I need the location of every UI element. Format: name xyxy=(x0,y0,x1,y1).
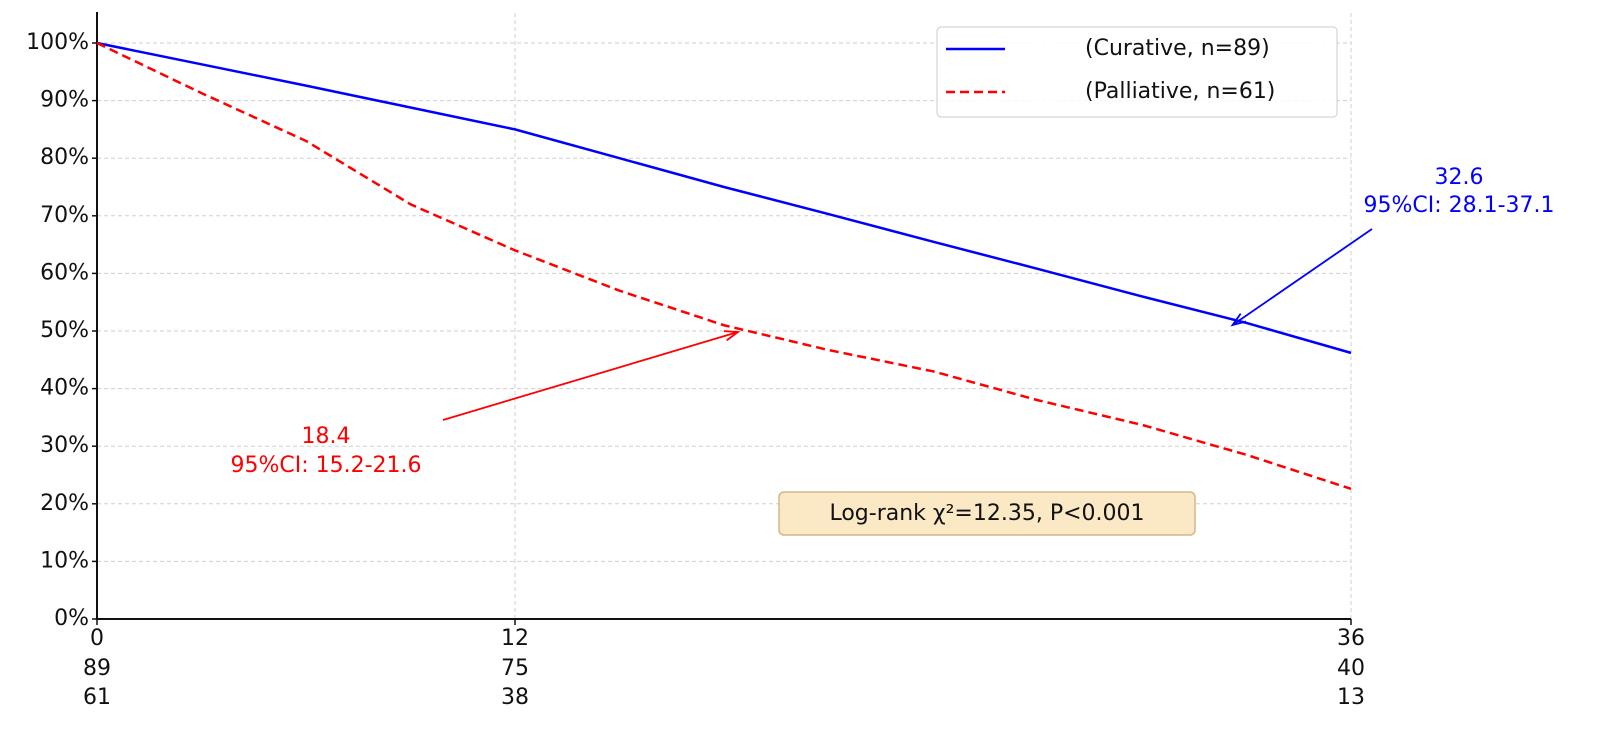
survival-line xyxy=(96,41,1352,355)
median-label: 32.6 xyxy=(1435,165,1484,190)
y-tick-label: 100% xyxy=(26,30,89,55)
y-tick-label: 90% xyxy=(40,88,89,113)
y-tick-label: 80% xyxy=(40,145,89,170)
median-label: 18.4 xyxy=(302,424,351,449)
y-tick-label: 0% xyxy=(54,606,89,631)
x-tick-label: 36 xyxy=(1337,626,1365,651)
risk-count: 61 xyxy=(83,685,111,710)
y-tick-label: 10% xyxy=(40,548,89,573)
legend-label: (Palliative, n=61) xyxy=(1085,79,1275,104)
risk-count: 75 xyxy=(501,656,529,681)
y-tick-label: 20% xyxy=(40,491,89,516)
annotation-box xyxy=(778,491,1196,536)
y-tick-label: 60% xyxy=(40,260,89,285)
x-tick-label: 0 xyxy=(90,626,104,651)
annotation: Log-rank χ²=12.35, P<0.001 xyxy=(829,501,1144,526)
legend-label: (Curative, n=89) xyxy=(1085,36,1270,61)
median-arrow xyxy=(1232,228,1373,326)
legend xyxy=(936,26,1338,118)
y-tick-label: 50% xyxy=(40,318,89,343)
risk-count: 38 xyxy=(501,685,529,710)
y-tick-label: 30% xyxy=(40,433,89,458)
ci-label: 95%CI: 28.1-37.1 xyxy=(1363,193,1554,218)
y-tick-label: 40% xyxy=(40,376,89,401)
risk-count: 89 xyxy=(83,656,111,681)
survival-line xyxy=(96,41,1352,491)
risk-count: 13 xyxy=(1337,685,1365,710)
arrow-head xyxy=(1230,313,1247,327)
risk-count: 40 xyxy=(1337,656,1365,681)
x-tick-label: 12 xyxy=(501,626,529,651)
ci-label: 95%CI: 15.2-21.6 xyxy=(230,453,421,478)
median-arrow xyxy=(442,331,739,421)
y-tick-label: 70% xyxy=(40,203,89,228)
arrow-head xyxy=(723,330,741,342)
